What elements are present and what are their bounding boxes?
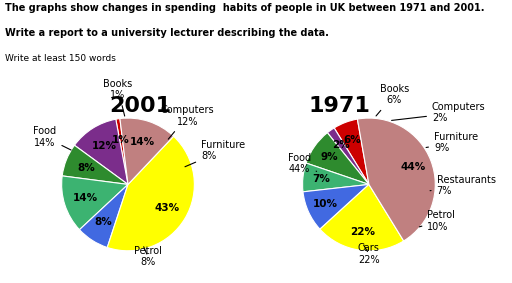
Wedge shape [79, 185, 128, 247]
Text: Write at least 150 words: Write at least 150 words [5, 54, 116, 63]
Wedge shape [74, 119, 128, 185]
Text: Petrol
10%: Petrol 10% [419, 210, 455, 231]
Wedge shape [116, 119, 128, 185]
Wedge shape [62, 145, 128, 185]
Text: 44%: 44% [401, 162, 426, 172]
Text: 12%: 12% [92, 141, 116, 151]
Text: Food
44%: Food 44% [288, 153, 316, 175]
Text: 7%: 7% [312, 174, 330, 184]
Text: Restaurants
7%: Restaurants 7% [430, 175, 496, 196]
Wedge shape [306, 133, 369, 185]
Text: Furniture
8%: Furniture 8% [185, 140, 245, 167]
Text: Furniture
9%: Furniture 9% [426, 132, 478, 153]
Wedge shape [334, 119, 369, 185]
Text: 8%: 8% [95, 217, 113, 228]
Wedge shape [303, 185, 369, 229]
Text: The graphs show changes in spending  habits of people in UK between 1971 and 200: The graphs show changes in spending habi… [5, 3, 485, 13]
Wedge shape [303, 163, 369, 192]
Wedge shape [357, 118, 435, 241]
Text: 8%: 8% [77, 163, 95, 173]
Text: Write a report to a university lecturer describing the data.: Write a report to a university lecturer … [5, 28, 329, 38]
Wedge shape [61, 176, 128, 230]
Text: Food
14%: Food 14% [33, 126, 71, 150]
Text: Computers
12%: Computers 12% [161, 105, 215, 139]
Text: 43%: 43% [154, 203, 179, 213]
Text: Computers
2%: Computers 2% [392, 102, 485, 123]
Text: 1971: 1971 [308, 96, 370, 116]
Wedge shape [108, 136, 195, 251]
Text: Petrol
8%: Petrol 8% [134, 246, 162, 267]
Text: Books
6%: Books 6% [376, 84, 409, 116]
Text: 22%: 22% [350, 227, 375, 237]
Wedge shape [320, 185, 403, 251]
Text: Cars
22%: Cars 22% [358, 243, 380, 265]
Text: 9%: 9% [321, 152, 338, 162]
Wedge shape [327, 128, 369, 185]
Text: 2001: 2001 [109, 96, 171, 116]
Text: 14%: 14% [73, 193, 98, 203]
Text: 2%: 2% [332, 140, 350, 150]
Text: Books
1%: Books 1% [103, 79, 133, 116]
Text: 14%: 14% [130, 137, 155, 147]
Text: 10%: 10% [313, 199, 338, 209]
Text: 1%: 1% [112, 135, 130, 145]
Text: 6%: 6% [343, 135, 361, 145]
Wedge shape [120, 118, 174, 185]
